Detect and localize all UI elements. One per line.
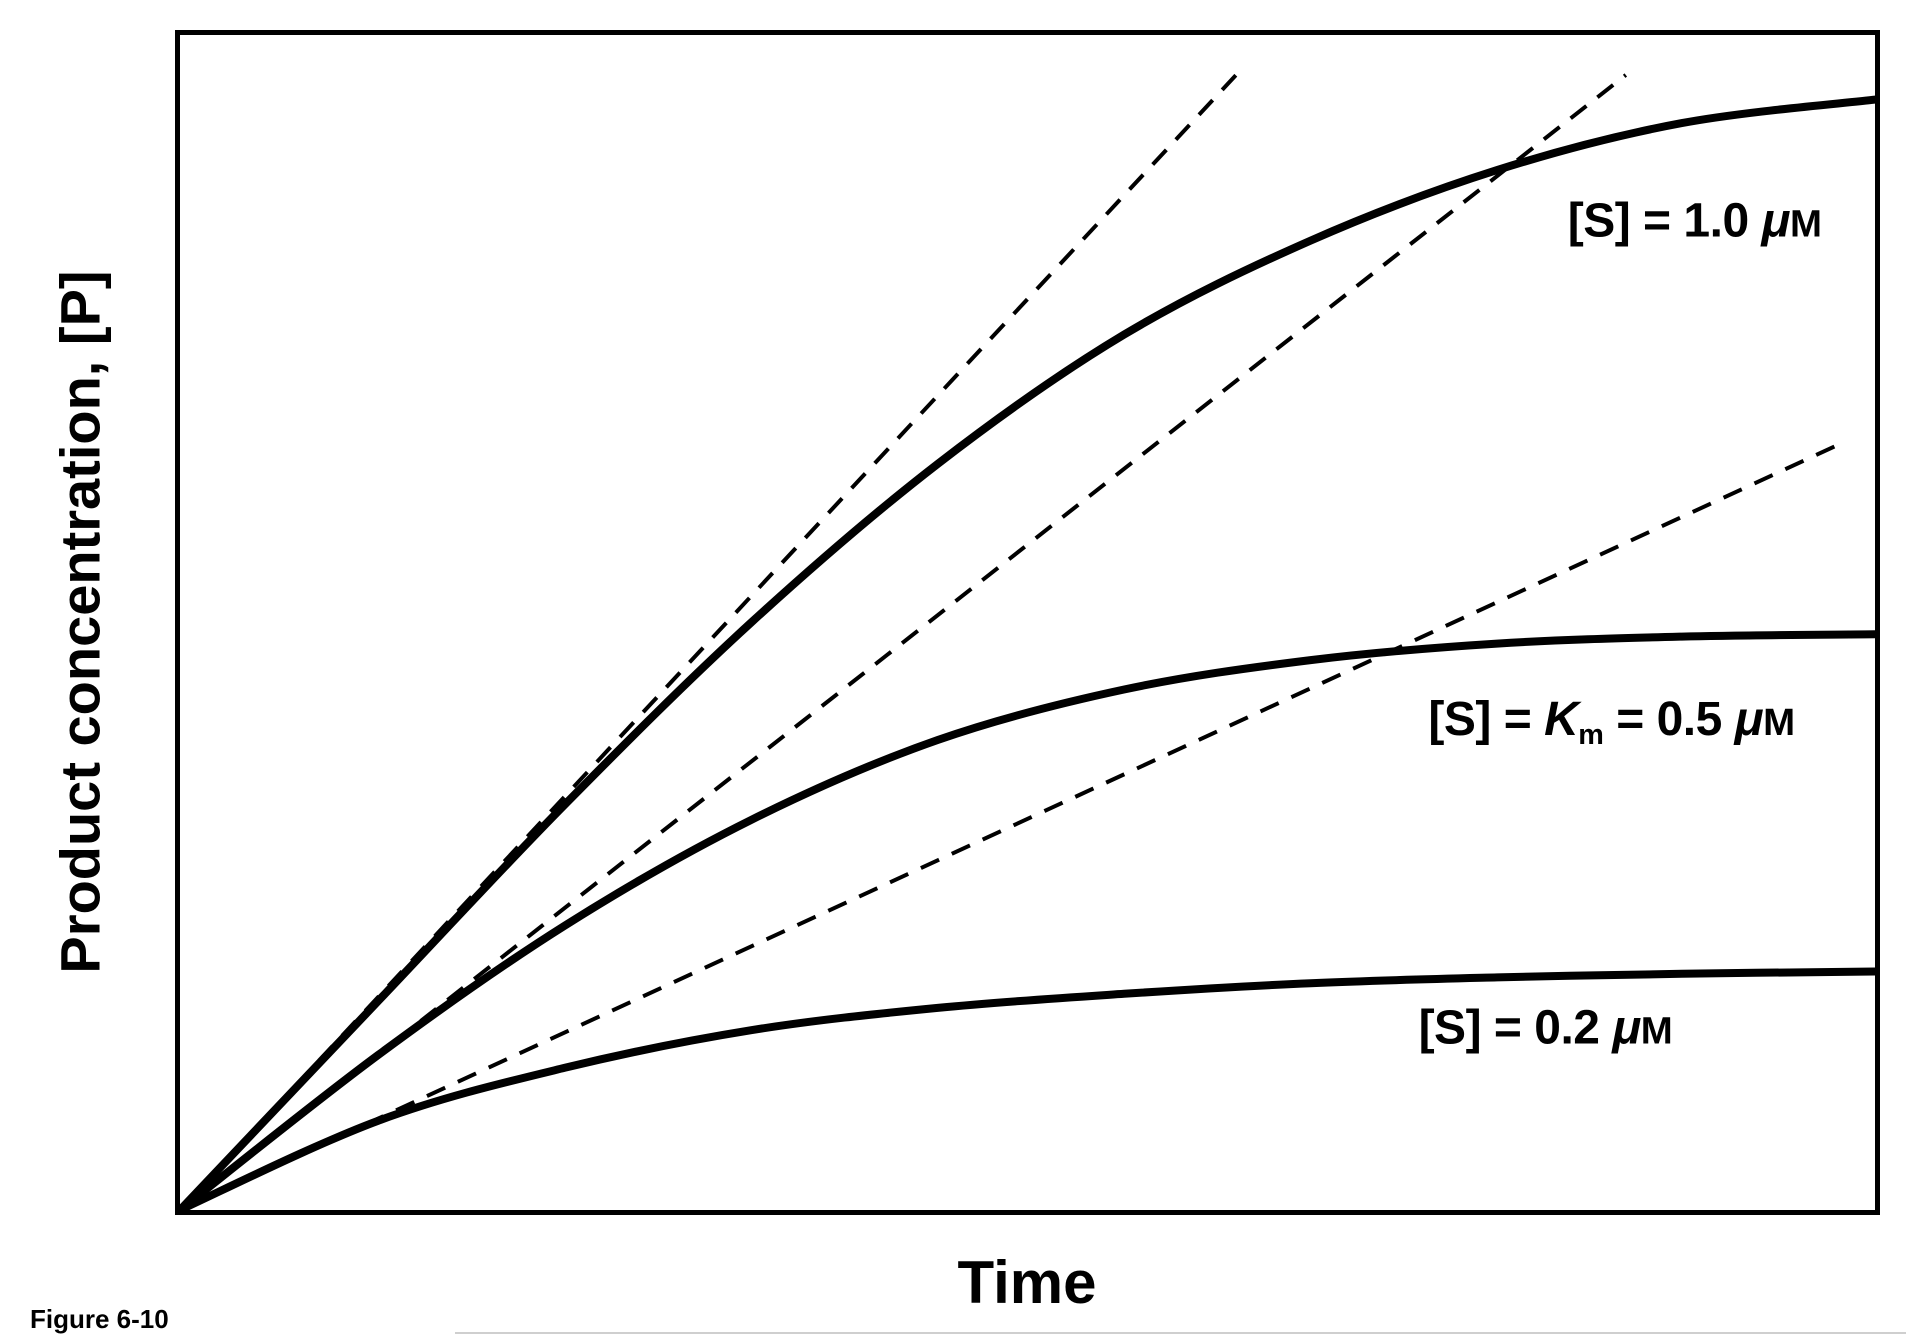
figure-caption: Figure 6-10	[30, 1304, 169, 1334]
curve-label-1_0uM: [S] = 1.0 μM	[1568, 193, 1823, 248]
label-segment: [S] = 0.2	[1418, 1001, 1613, 1055]
page-edge-line	[455, 1332, 1906, 1334]
label-segment: [S] = 1.0	[1567, 194, 1762, 248]
x-axis-label: Time	[957, 1249, 1097, 1316]
label-segment: M	[1763, 701, 1797, 745]
y-axis-label: Product concentration, [P]	[48, 270, 112, 974]
label-segment: K	[1544, 693, 1579, 747]
label-segment: = 0.5	[1603, 693, 1735, 747]
tangent-line-v0-0_5uM	[180, 73, 1628, 1210]
curve-progress-0_5uM	[180, 630, 1875, 1210]
curve-labels: [S] = 1.0 μM [S] = Km = 0.5 μM [S] = 0.2 μ…	[180, 35, 1875, 1210]
curve-label-0_5uM: [S] = Km = 0.5 μM	[1428, 692, 1796, 752]
label-segment: M	[1789, 202, 1823, 246]
plot-area: [S] = 1.0 μM [S] = Km = 0.5 μM [S] = 0.2 μ…	[175, 30, 1880, 1215]
label-segment: μ	[1734, 693, 1764, 747]
label-segment: M	[1640, 1009, 1674, 1053]
curve-progress-1_0uM	[180, 95, 1875, 1210]
chart-svg	[180, 73, 1875, 1210]
curve-label-0_2uM: [S] = 0.2 μM	[1419, 1000, 1674, 1055]
label-segment: [S] =	[1428, 693, 1545, 747]
label-segment: μ	[1612, 1001, 1641, 1055]
label-segment: m	[1578, 719, 1604, 752]
label-segment: μ	[1761, 194, 1790, 248]
curve-progress-0_2uM	[180, 967, 1875, 1210]
